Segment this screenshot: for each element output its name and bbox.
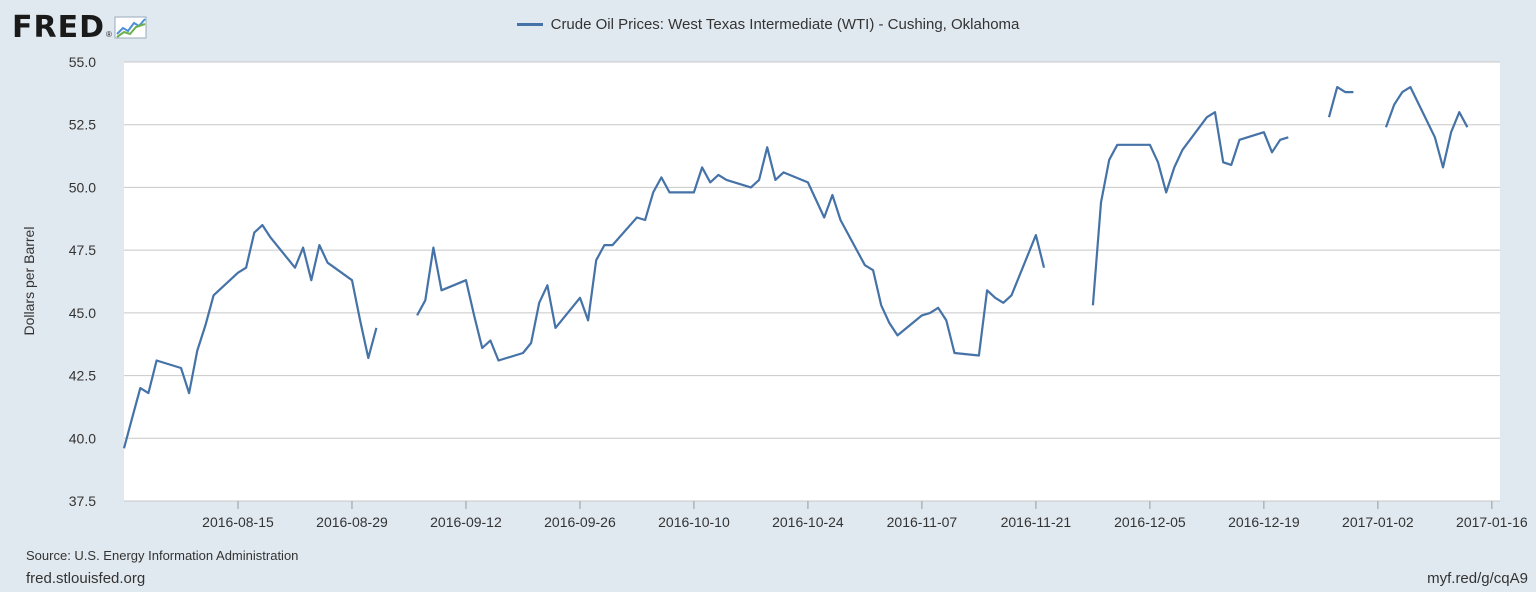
y-tick-label: 42.5 xyxy=(69,368,96,384)
x-tick-label: 2016-08-29 xyxy=(316,514,388,530)
chart: 37.5 40.0 42.5 45.0 47.5 50.0 52.5 55.0 2016-08… xyxy=(21,54,1528,530)
x-tick-label: 2016-10-10 xyxy=(658,514,730,530)
y-tick-label: 47.5 xyxy=(69,242,96,258)
series-wti xyxy=(122,85,1469,449)
y-tick-label: 52.5 xyxy=(69,117,96,133)
gridlines xyxy=(124,61,1500,502)
x-tick-label: 2016-12-05 xyxy=(1114,514,1186,530)
y-tick-label: 50.0 xyxy=(69,179,96,195)
plot-area xyxy=(124,62,1500,501)
x-tick-label: 2017-01-16 xyxy=(1456,514,1528,530)
x-tick-label: 2016-08-15 xyxy=(202,514,274,530)
logo-text: FRED xyxy=(12,9,105,45)
x-tick-label: 2016-09-26 xyxy=(544,514,616,530)
series-line-segment xyxy=(1091,111,1289,306)
series-line-segment xyxy=(1327,85,1354,118)
y-tick-label: 45.0 xyxy=(69,305,96,321)
x-axis-ticks: 2016-08-15 2016-08-29 2016-09-12 2016-09-26… xyxy=(202,501,1528,530)
y-axis-label: Dollars per Barrel xyxy=(21,227,37,336)
y-tick-label: 55.0 xyxy=(69,54,96,70)
fred-logo[interactable]: FRED ® xyxy=(12,9,148,45)
series-line-segment xyxy=(416,146,1046,362)
source-note: Source: U.S. Energy Information Administ… xyxy=(26,548,299,563)
x-tick-label: 2017-01-02 xyxy=(1342,514,1414,530)
x-tick-label: 2016-11-07 xyxy=(887,514,958,530)
y-axis-ticks: 37.5 40.0 42.5 45.0 47.5 50.0 52.5 55.0 xyxy=(69,54,96,509)
chart-legend: Crude Oil Prices: West Texas Intermediat… xyxy=(0,16,1536,33)
x-tick-label: 2016-10-24 xyxy=(772,514,844,530)
site-link[interactable]: fred.stlouisfed.org xyxy=(26,570,146,587)
short-url-link[interactable]: myf.red/g/cqA9 xyxy=(1427,570,1528,587)
y-tick-label: 37.5 xyxy=(69,493,96,509)
fred-graph-icon xyxy=(114,16,147,39)
series-line-segment xyxy=(122,224,378,449)
x-tick-label: 2016-09-12 xyxy=(430,514,502,530)
y-tick-label: 40.0 xyxy=(69,430,96,446)
x-tick-label: 2016-12-19 xyxy=(1228,514,1300,530)
x-tick-label: 2016-11-21 xyxy=(1001,514,1072,530)
legend-label: Crude Oil Prices: West Texas Intermediat… xyxy=(550,16,1020,33)
registered-mark: ® xyxy=(106,29,112,39)
legend-swatch xyxy=(516,22,543,26)
series-line-segment xyxy=(1384,85,1469,169)
